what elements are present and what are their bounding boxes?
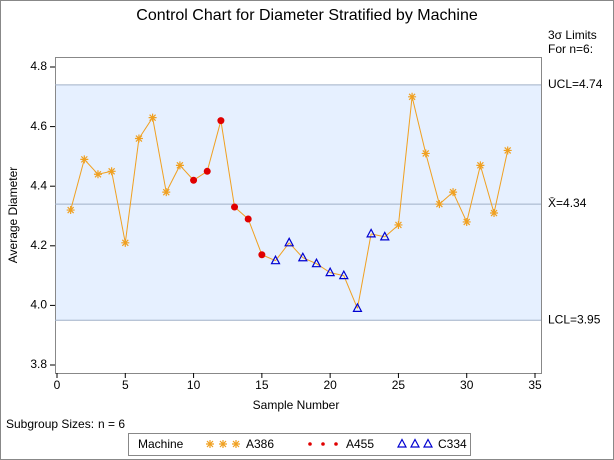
legend-label: A455	[346, 437, 374, 451]
marker-star	[490, 209, 499, 218]
limit-name: LCL=	[548, 312, 577, 326]
x-tick-label: 30	[460, 378, 474, 392]
marker-dot	[190, 176, 198, 184]
limit-label: UCL=4.74	[548, 77, 603, 91]
limit-value: 4.34	[563, 196, 587, 210]
limits-subtitle: For n=6:	[548, 42, 593, 56]
marker-star	[162, 188, 171, 197]
legend-label: C334	[438, 437, 467, 451]
marker-triangle	[352, 302, 363, 312]
x-tick-label: 25	[392, 378, 406, 392]
x-tick-label: 20	[323, 378, 337, 392]
marker-triangle	[284, 237, 295, 247]
legend-marker	[232, 440, 240, 448]
marker-dot	[244, 215, 252, 223]
y-tick-label: 4.2	[30, 238, 47, 252]
series-line	[493, 150, 509, 214]
chart-title: Control Chart for Diameter Stratified by…	[136, 7, 478, 24]
legend-marker	[321, 442, 325, 446]
x-axis-label: Sample Number	[253, 398, 340, 412]
limit-label: X̄=4.34	[548, 196, 587, 210]
marker-dot	[203, 167, 211, 175]
legend-marker	[206, 440, 214, 448]
legend-box	[128, 433, 471, 456]
marker-triangle	[311, 257, 322, 268]
limit-name: UCL=	[548, 77, 579, 91]
marker-triangle	[325, 266, 336, 277]
marker-triangle	[297, 251, 308, 262]
series-line	[152, 117, 167, 193]
series-line	[111, 171, 126, 243]
marker-star	[134, 134, 143, 143]
y-tick-label: 4.6	[30, 119, 47, 133]
marker-star	[121, 238, 130, 247]
marker-star	[503, 146, 512, 155]
marker-star	[408, 92, 417, 101]
x-tick-label: 10	[187, 378, 201, 392]
marker-dot	[217, 117, 225, 125]
legend-marker	[334, 442, 338, 446]
limit-value: 3.95	[577, 312, 601, 326]
series-line	[165, 165, 181, 193]
x-tick-label: 35	[528, 378, 542, 392]
legend-marker	[219, 440, 227, 448]
series-line	[356, 233, 372, 309]
x-tick-label: 5	[122, 378, 129, 392]
marker-star	[435, 200, 444, 209]
marker-triangle	[379, 231, 390, 241]
series-line	[466, 165, 481, 223]
series-line	[138, 117, 154, 139]
y-tick-label: 3.8	[30, 357, 47, 371]
limits-title: 3σ Limits	[548, 28, 597, 42]
series-line	[411, 96, 427, 154]
series-line	[425, 153, 440, 205]
marker-star	[421, 149, 430, 158]
series-line	[220, 120, 236, 208]
marker-star	[449, 188, 458, 197]
legend-title: Machine	[138, 437, 184, 451]
marker-dot	[258, 251, 266, 259]
legend-marker	[397, 438, 407, 448]
legend-label: A386	[246, 437, 274, 451]
y-tick-label: 4.8	[30, 59, 47, 73]
legend-marker	[410, 438, 420, 448]
marker-triangle	[338, 269, 349, 280]
marker-star	[66, 206, 75, 215]
legend-marker	[308, 442, 312, 446]
limit-value: 4.74	[579, 77, 603, 91]
legend-marker	[423, 438, 433, 448]
marker-star	[476, 161, 485, 170]
subgroup-label: Subgroup Sizes:	[6, 417, 94, 431]
series-line	[70, 159, 85, 211]
marker-star	[175, 161, 184, 170]
marker-star	[93, 170, 102, 179]
series-line	[124, 138, 140, 243]
y-axis-label: Average Diameter	[6, 167, 20, 264]
marker-star	[462, 217, 471, 226]
marker-star	[107, 167, 116, 176]
limit-label: LCL=3.95	[548, 312, 601, 326]
plot-frame	[55, 57, 542, 374]
series-line	[343, 275, 358, 309]
series-line	[479, 165, 495, 214]
limit-name: X̄=	[548, 196, 563, 210]
y-tick-label: 4.0	[30, 298, 47, 312]
marker-triangle	[270, 254, 281, 265]
subgroup-text: n = 6	[98, 417, 125, 431]
marker-star	[80, 155, 89, 164]
series-line	[397, 96, 413, 225]
series-line	[247, 218, 263, 255]
marker-star	[394, 220, 403, 229]
marker-dot	[231, 203, 239, 211]
marker-star	[148, 113, 157, 122]
x-tick-label: 0	[54, 378, 61, 392]
x-tick-label: 15	[255, 378, 269, 392]
marker-triangle	[366, 228, 377, 238]
y-tick-label: 4.4	[30, 178, 47, 192]
series-line	[206, 120, 222, 172]
series-line	[452, 191, 468, 223]
limit-band	[55, 84, 541, 321]
